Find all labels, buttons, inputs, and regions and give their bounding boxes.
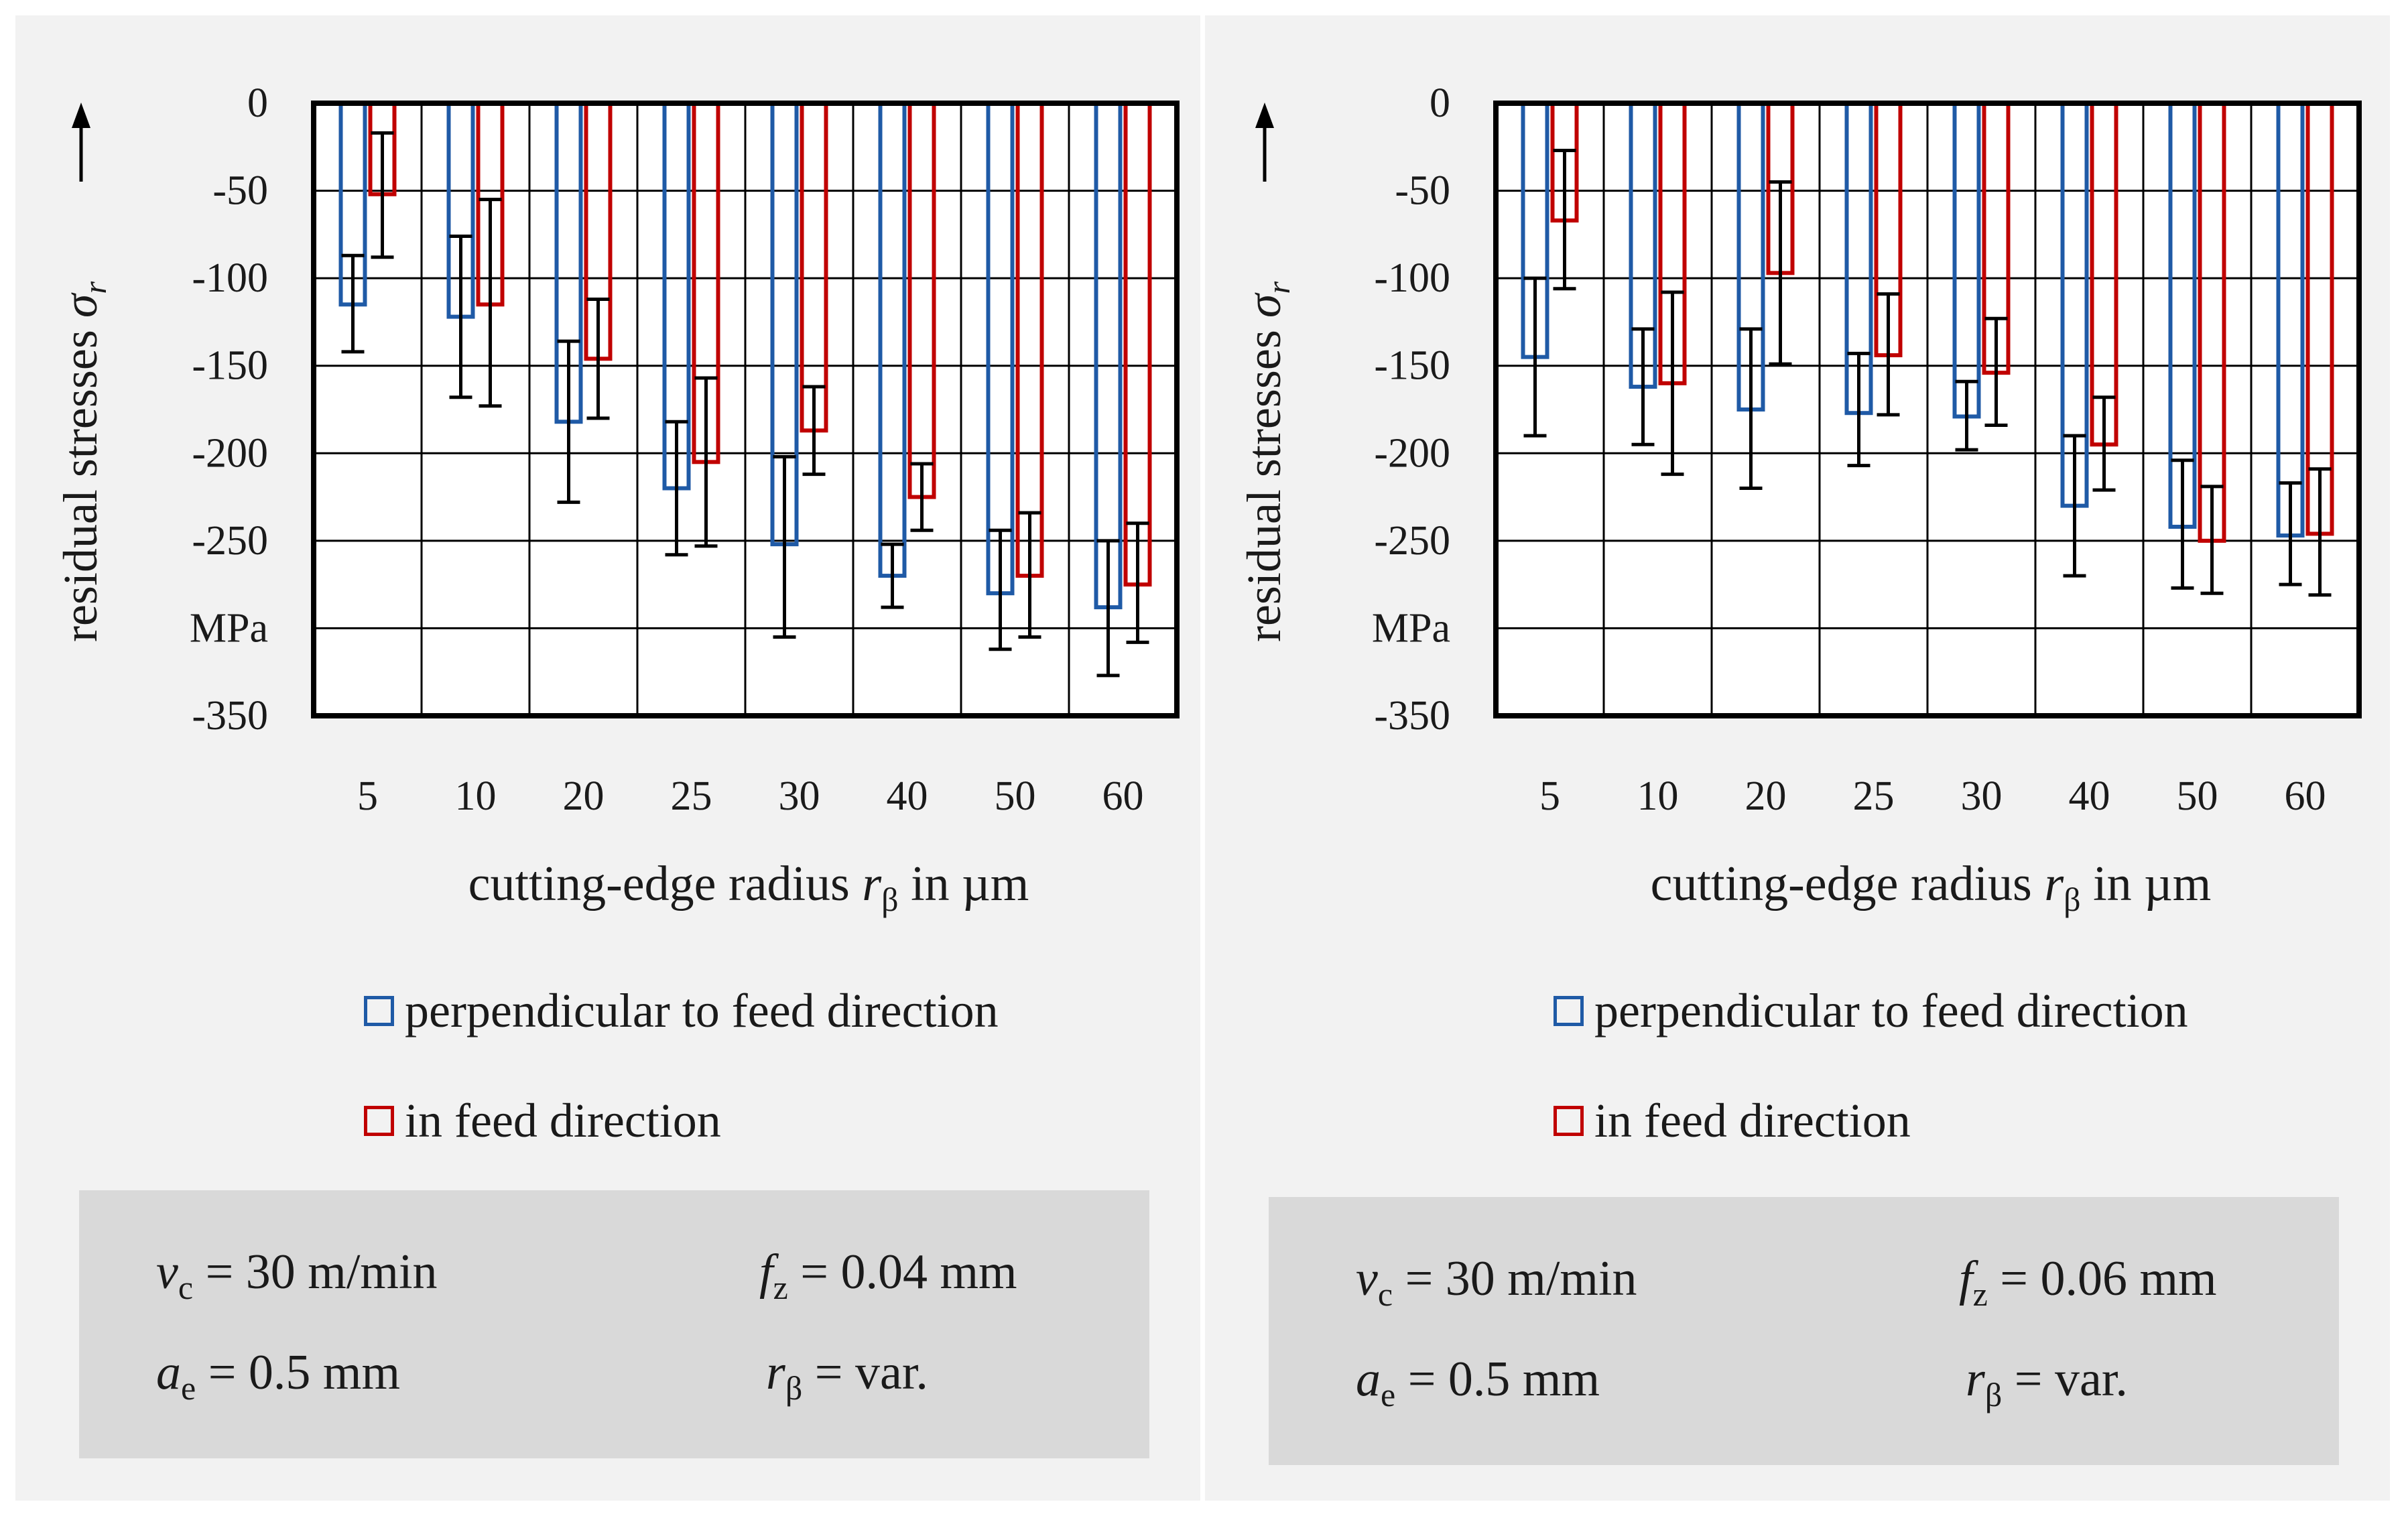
y-axis-unit-label: MPa	[190, 605, 268, 651]
x-axis-label-text: cutting-edge radius	[1651, 857, 2032, 911]
plot-area: 0 -50 -100 -150 -200 -250 -350 5 10 20 25 30 40 50 60	[192, 80, 1180, 819]
left-bar-chart: residual stresses σr MPa 0-50-100-150-20…	[54, 80, 1180, 918]
param-vc: vc = 30 m/min	[1356, 1251, 1637, 1313]
x-tick-label: 50	[2177, 773, 2218, 819]
x-tick-label: 40	[887, 773, 928, 819]
y-axis-label-text: residual stresses	[1237, 330, 1291, 642]
legend-perpendicular: perpendicular to feed direction	[364, 981, 999, 1041]
x-tick-label: 60	[2285, 773, 2326, 819]
y-axis-arrow-icon	[1255, 103, 1274, 182]
cutting-parameters-box: vc = 30 m/min fz = 0.06 mm ae = 0.5 mm r…	[1269, 1197, 2339, 1465]
y-tick-label: -250	[1374, 518, 1450, 564]
y-tick-label: -50	[212, 168, 268, 214]
legend-perpendicular: perpendicular to feed direction	[1554, 981, 2188, 1041]
y-tick-label: -50	[1395, 168, 1450, 214]
legend-feed-swatch	[364, 1105, 394, 1136]
y-axis-label-symbol: σ	[54, 292, 107, 318]
x-tick-label: 10	[455, 773, 497, 819]
x-tick-label: 30	[1961, 773, 2003, 819]
legend-perpendicular-label: perpendicular to feed direction	[405, 983, 999, 1037]
y-axis-unit-label: MPa	[1372, 605, 1450, 651]
legend-perpendicular-swatch	[364, 995, 394, 1026]
y-tick-label: -100	[192, 255, 268, 301]
x-tick-label: 10	[1637, 773, 1679, 819]
legend-feed: in feed direction	[1554, 1090, 1911, 1151]
legend-feed-swatch	[1554, 1105, 1584, 1136]
y-tick-label: -200	[1374, 430, 1450, 476]
param-rbeta: rβ = var.	[766, 1345, 928, 1407]
y-axis-label-symbol-sub: r	[78, 281, 113, 294]
param-fz: fz = 0.04 mm	[759, 1245, 1017, 1306]
y-axis-label: residual stresses σr	[54, 281, 113, 642]
x-axis-label-symbol: r	[2044, 857, 2064, 911]
param-rbeta: rβ = var.	[1966, 1352, 2128, 1413]
y-axis-arrow-icon	[72, 103, 90, 182]
plot-area: 0 -50 -100 -150 -200 -250 -350 5 10 20 25 30 40 50 60	[1374, 80, 2362, 819]
y-axis-label-symbol-sub: r	[1261, 281, 1297, 294]
param-ae: ae = 0.5 mm	[156, 1345, 401, 1407]
y-tick-label: 0	[1430, 80, 1450, 126]
svg-text:residual stresses σr: residual stresses σr	[1237, 281, 1297, 642]
x-tick-label: 20	[563, 773, 605, 819]
plot-frame	[311, 101, 1180, 718]
x-axis-label-unit: in µm	[2093, 857, 2211, 911]
svg-text:residual stresses σr: residual stresses σr	[54, 281, 113, 642]
param-vc: vc = 30 m/min	[156, 1245, 438, 1306]
x-axis-label: cutting-edge radius rβ in µm	[468, 857, 1029, 918]
x-axis-label-symbol-sub: β	[881, 881, 898, 918]
right-bar-chart: residual stresses σr MPa 0-50-100-150-20…	[1237, 80, 2362, 918]
y-tick-label: -150	[1374, 343, 1450, 389]
y-tick-label: -250	[192, 518, 268, 564]
legend-feed-label: in feed direction	[405, 1093, 721, 1147]
y-tick-label: 0	[247, 80, 268, 126]
legend-feed-label: in feed direction	[1594, 1093, 1911, 1147]
x-tick-label: 25	[1853, 773, 1895, 819]
x-axis-label-symbol-sub: β	[2064, 881, 2080, 918]
y-tick-label: -350	[192, 693, 268, 739]
legend-perpendicular-swatch	[1554, 995, 1584, 1026]
y-tick-label: -200	[192, 430, 268, 476]
x-axis-label-text: cutting-edge radius	[468, 857, 850, 911]
y-axis-label: residual stresses σr	[1237, 281, 1297, 642]
x-tick-label: 20	[1745, 773, 1787, 819]
y-axis-arrow-head	[1255, 103, 1274, 128]
x-axis-label-symbol: r	[862, 857, 882, 911]
x-tick-label: 60	[1102, 773, 1144, 819]
y-tick-label: -150	[192, 343, 268, 389]
left-chart-panel: residual stresses σr MPa 0 -50 -100 -150 -20…	[15, 15, 1200, 1501]
y-tick-label: -350	[1374, 693, 1450, 739]
right-chart-panel: residual stresses σr MPa 0 -50 -100 -150 -20…	[1205, 15, 2390, 1501]
param-ae: ae = 0.5 mm	[1356, 1352, 1600, 1413]
x-tick-label: 30	[779, 773, 820, 819]
legend-perpendicular-label: perpendicular to feed direction	[1594, 983, 2188, 1037]
param-fz: fz = 0.06 mm	[1959, 1251, 2217, 1313]
plot-frame	[1493, 101, 2362, 718]
x-tick-label: 5	[1539, 773, 1560, 819]
y-axis-label-text: residual stresses	[54, 330, 107, 642]
x-tick-label: 40	[2069, 773, 2110, 819]
y-tick-label: -100	[1374, 255, 1450, 301]
x-axis-label-unit: in µm	[911, 857, 1029, 911]
legend-feed: in feed direction	[364, 1090, 721, 1151]
x-tick-label: 25	[671, 773, 712, 819]
x-tick-label: 5	[357, 773, 378, 819]
y-axis-label-symbol: σ	[1237, 292, 1291, 318]
y-axis-arrow-head	[72, 103, 90, 128]
x-axis-label: cutting-edge radius rβ in µm	[1651, 857, 2212, 918]
x-tick-label: 50	[995, 773, 1036, 819]
cutting-parameters-box: vc = 30 m/min fz = 0.04 mm ae = 0.5 mm r…	[79, 1190, 1149, 1458]
